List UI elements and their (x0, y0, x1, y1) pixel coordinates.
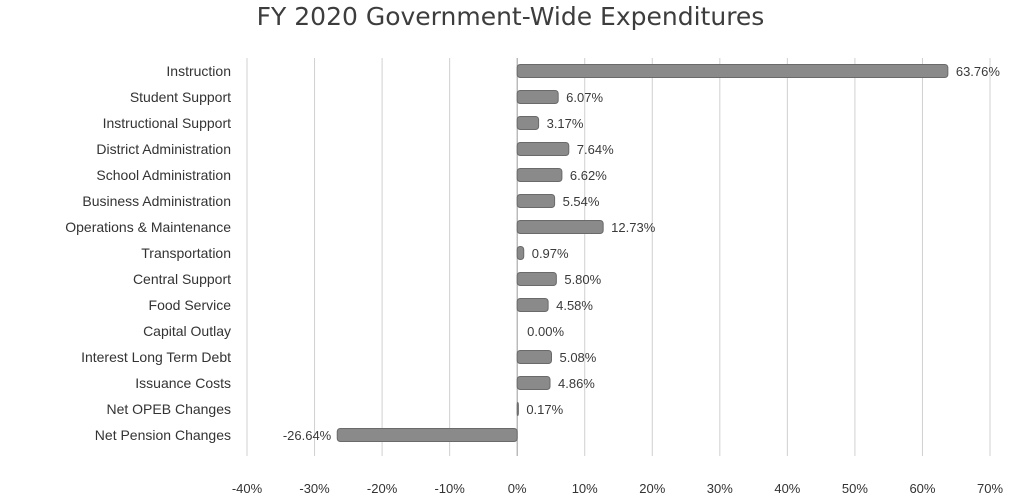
category-label: Operations & Maintenance (65, 219, 231, 235)
value-label: 6.62% (570, 168, 607, 183)
x-axis-tick-labels: -40% -30% -20% -10% 0% 10% 20% 30% 40% 50% 60% 70% (232, 481, 1004, 496)
category-label: Instruction (166, 63, 231, 79)
bar (516, 220, 604, 234)
value-label: 7.64% (577, 142, 614, 157)
value-label: 12.73% (611, 220, 656, 235)
value-labels: 63.76% 6.07% 3.17% 7.64% 6.62% 5.54% 12.73% 0.9… (283, 64, 1001, 443)
bar (516, 246, 525, 260)
category-label: Student Support (130, 89, 231, 105)
bar (516, 168, 563, 182)
x-tick-label: 70% (977, 481, 1003, 496)
bar (516, 402, 519, 416)
value-label: 63.76% (956, 64, 1001, 79)
x-tick-label: 10% (572, 481, 598, 496)
value-label: 3.17% (547, 116, 584, 131)
chart-title: FY 2020 Government-Wide Expenditures (256, 2, 765, 31)
bar (516, 272, 557, 286)
x-tick-label: 50% (842, 481, 868, 496)
value-label: 5.08% (559, 350, 596, 365)
x-tick-label: 60% (909, 481, 935, 496)
x-tick-label: 20% (639, 481, 665, 496)
bar (516, 90, 559, 104)
category-label: Food Service (149, 297, 232, 313)
bar (516, 142, 570, 156)
value-label: 4.86% (558, 376, 595, 391)
category-label: District Administration (96, 141, 231, 157)
category-label: Net Pension Changes (95, 427, 231, 443)
x-tick-label: -10% (434, 481, 465, 496)
x-tick-label: -40% (232, 481, 263, 496)
value-label: 4.58% (556, 298, 593, 313)
value-label: 0.97% (532, 246, 569, 261)
category-label: Business Administration (82, 193, 231, 209)
value-label: 6.07% (566, 90, 603, 105)
category-label: Issuance Costs (135, 375, 231, 391)
category-label: Interest Long Term Debt (81, 349, 231, 365)
bar (516, 116, 540, 130)
x-tick-label: -20% (367, 481, 398, 496)
bar (516, 350, 552, 364)
category-labels: Instruction Student Support Instructional … (65, 63, 231, 443)
bar (516, 376, 551, 390)
value-label: -26.64% (283, 428, 332, 443)
category-label: Central Support (133, 271, 231, 287)
x-tick-label: 30% (707, 481, 733, 496)
bar (336, 428, 518, 442)
gridlines (246, 58, 991, 456)
category-label: School Administration (96, 167, 231, 183)
category-label: Transportation (141, 245, 231, 261)
bar (516, 194, 556, 208)
bars (336, 64, 949, 442)
value-label: 0.17% (526, 402, 563, 417)
category-label: Capital Outlay (143, 323, 231, 339)
x-tick-label: -30% (299, 481, 330, 496)
bar (516, 298, 549, 312)
value-label: 5.80% (564, 272, 601, 287)
category-label: Instructional Support (103, 115, 232, 131)
x-tick-label: 40% (774, 481, 800, 496)
value-label: 5.54% (563, 194, 600, 209)
x-tick-label: 0% (508, 481, 527, 496)
category-label: Net OPEB Changes (106, 401, 231, 417)
bar (516, 64, 949, 78)
value-label: 0.00% (527, 324, 564, 339)
